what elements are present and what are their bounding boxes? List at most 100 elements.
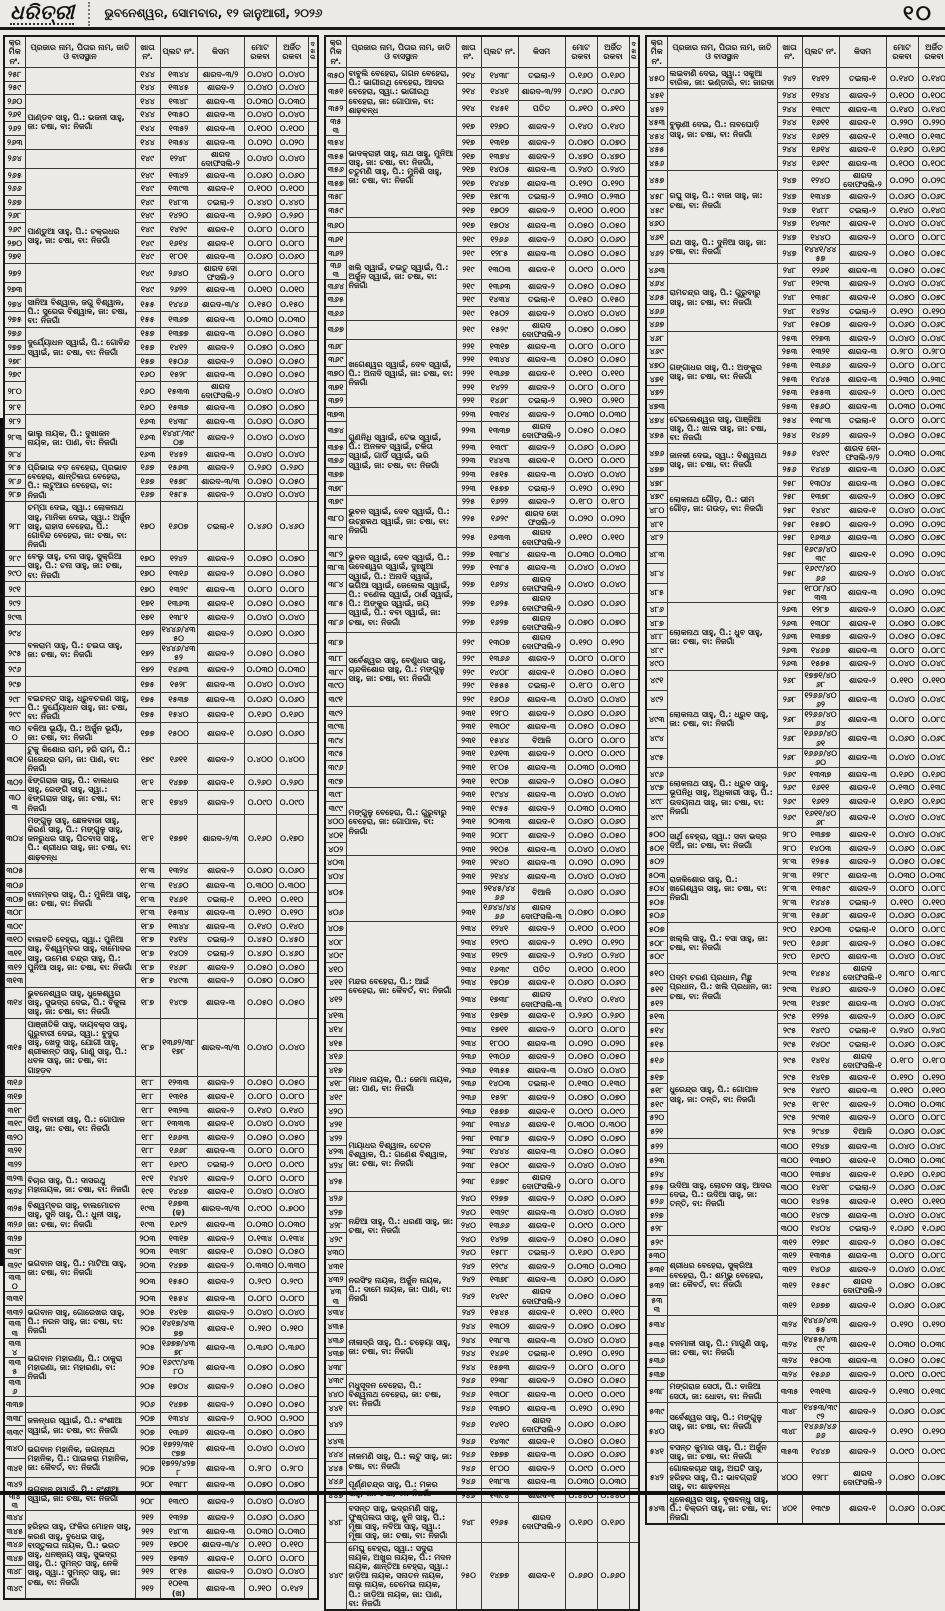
- record-row: ୫୧୪ ୨୯୫ ୧୪୯୦ ତଇଲା-୧ ୦.୨୪୦ ୦.୨୪୦: [645, 1023, 945, 1038]
- serial-no-cell: ୪୧୮: [324, 1076, 347, 1092]
- plot-no-cell: ୧୫୫୪: [159, 1291, 198, 1306]
- khata-no-cell: ୧୭୫: [134, 691, 161, 708]
- acquired-area-cell: ୦.୦୮୦: [917, 230, 945, 245]
- possession-cell: [628, 527, 640, 548]
- record-row: ୪୦୩ ୨୩୧ ୨୧୪୦ ଶାରଦ-୩ ୦.୦୨୦ ୦.୦୨୦: [324, 855, 640, 923]
- plot-no-cell: ୧୨୯୩: [801, 276, 840, 292]
- khata-no-cell: ୨୧୭: [455, 189, 482, 205]
- serial-no-cell: ୪୮୦: [645, 503, 668, 518]
- serial-no-cell: ୪୬୫: [645, 290, 668, 305]
- plot-no-cell: ୨୬୨୨: [159, 282, 198, 298]
- khata-no-cell: ୧୫୫: [134, 311, 161, 328]
- tenant-name-cell: ମେଘୁ ବେହ୍ରା, ସ୍ୱା.: ସଦୁରା ନାୟକ, ଅଖୁର ନାୟ…: [345, 1541, 457, 1611]
- acquired-area-cell: ୦.୦୪୦: [596, 1204, 630, 1220]
- possession-cell: [628, 135, 640, 150]
- serial-no-cell: ୩୩୯: [3, 1425, 26, 1440]
- acquired-area-cell: ୦.୧୧୦: [596, 1305, 630, 1321]
- acquired-area-cell: ୦.୦୬୦: [596, 593, 630, 614]
- total-area-cell: ୦.୦୭୦: [564, 1319, 598, 1334]
- acquired-area-cell: ୦.୦୮୦: [275, 1089, 309, 1104]
- kisam-cell: ଶାରଦ-୧: [196, 1551, 245, 1566]
- serial-no-cell: ୪୬୬: [645, 303, 668, 319]
- kisam-cell: ଶାରଦ-୨: [838, 317, 887, 333]
- plot-no-cell: ୧୨୪୪: [801, 88, 840, 103]
- serial-no-cell: ୫୧୪: [645, 1023, 668, 1038]
- tenant-name-cell: [345, 1414, 457, 1449]
- possession-cell: [628, 692, 640, 707]
- khata-no-cell: ୧୪୪: [134, 67, 161, 82]
- kisam-cell: ଶାରଦ-୧: [517, 665, 566, 680]
- khata-no-cell: ୨୦୩: [134, 1271, 161, 1293]
- record-row: ୩୯୨ ୨୩୧ ୧୨୮୦ ଶାରଦ-୨ ୦.୦୬୦ ୦.୦୬୦: [324, 705, 640, 789]
- record-row: ୨୭୫ ୧୫୫ ୧୩୬୭ ଶାରଦ-୩ ୦.୦୩୦ ୦.୦୩୦: [3, 311, 319, 328]
- serial-no-cell: ୪୪୩: [324, 1433, 347, 1449]
- total-area-cell: ୦.୦୫୦: [885, 427, 919, 445]
- possession-cell: [628, 440, 640, 455]
- total-area-cell: ୦.୦୬୦: [564, 1447, 598, 1463]
- plot-no-cell: ୧୭୭୧: [159, 813, 198, 864]
- serial-no-cell: ୨୭୮: [3, 353, 26, 369]
- serial-no-cell: ୩୮୪: [324, 574, 347, 595]
- total-area-cell: ୦.୦୪୦: [564, 574, 598, 595]
- khata-no-cell: ୧୬୭: [134, 487, 161, 503]
- kisam-cell: ଶାରଦ-୧: [838, 1153, 887, 1169]
- record-row: ୩୭୬ ୨୨୩ ୧୪୪୩ ଶାରଦ-୧ ୦.୦୯୦ ୦.୦୯୦: [324, 453, 640, 469]
- left-edge-fold-mark: [0, 418, 3, 1266]
- possession-cell: [628, 453, 640, 469]
- total-area-cell: ୦.୧୪୦: [564, 115, 598, 137]
- possession-cell: [307, 1157, 319, 1172]
- kisam-cell: ଶାରଦ-୨: [517, 705, 566, 721]
- tenant-name-cell: ପାଞ୍ଜୀତିକି ସାହୁ, ଦାୟବକ୍ସ ସାହୁ, ଗୁରୁବାରୀ …: [24, 1017, 136, 1077]
- plot-no-cell: ୧୪୧୭: [159, 1304, 198, 1320]
- serial-no-cell: ୪୭୮: [645, 476, 668, 491]
- khata-no-cell: ୨୩୮: [455, 1144, 482, 1160]
- record-row: ୪୬୫ ୨୪୮ ୧୩୫୮ ଶାରଦ-୧ ୦.୦୭୦ ୦.୦୭୦: [645, 290, 945, 305]
- acquired-area-cell: ୦.୦୮୦: [596, 651, 630, 667]
- khata-no-cell: ୧୬୦: [134, 380, 161, 402]
- kisam-cell: ଶାରଦ-୧: [517, 814, 566, 830]
- possession-cell: [307, 1184, 319, 1200]
- total-area-cell: ୦.୦୬୦: [564, 882, 598, 904]
- serial-no-cell: ୫୦୦: [645, 827, 668, 842]
- serial-no-cell: ୩୬୫: [324, 292, 347, 308]
- tenant-name-cell: ମଙ୍ଗରାଜ ସେଠୀ, ପି.: ବାଜିଆ ସେଠୀ, ଜା: ଧୋବା,…: [666, 1380, 778, 1403]
- plot-no-cell: ୧୪୩୮: [159, 413, 198, 429]
- khata-no-cell: ୨୬୯: [776, 794, 803, 809]
- possession-cell: [628, 665, 640, 680]
- acquired-area-cell: ୦.୨୯୦: [275, 1271, 309, 1293]
- total-area-cell: ୦.୦୪୦: [564, 467, 598, 482]
- serial-no-cell: ୨୯୧: [3, 580, 26, 598]
- khata-no-cell: ୨୬୮: [776, 689, 803, 710]
- serial-no-cell: ୨୯୬: [3, 662, 26, 677]
- record-row: ୪୧୫ ୨୩୪ ୧୮୦୦ ଶାରଦ-୩ ୦.୦୨୦ ୦.୦୨୦: [324, 1035, 640, 1051]
- record-row: ୫୨୩ ଉଦିଆ ସାହୁ, ଲୋଚନ ସାହୁ, ଆଦର ଦେଇ, ପି.: ଉ…: [645, 1153, 945, 1236]
- plot-no-cell: ୧୪୪୧: [159, 1170, 198, 1186]
- record-row: ୩୦୪ ମଙ୍ଗୁଳୁ ସାହୁ, ଛେଳବାଜା ସାହୁ, କିରଣ ସାହୁ…: [3, 813, 319, 864]
- plot-no-cell: ୧୫୦୬: [159, 353, 198, 369]
- record-row: ୨୮୦ ୧୬୦ ୧୫୩୩ ଶାରଦ ଦୋଫସଲି-୨ ୦.୦୪୦ ୦.୦୪୦: [3, 380, 319, 402]
- serial-no-cell: ୩୬୦: [324, 216, 347, 234]
- acquired-area-cell: ୦.୦୪୦: [275, 148, 309, 169]
- kisam-cell: ଶାରଦ-୩: [517, 841, 566, 857]
- kisam-cell: ଶାରଦ-୨: [838, 243, 887, 265]
- record-row: ୨୯୧ ୧୭୦ ୧୩୨୯ ଶାରଦ-୩ ୦.୦୮୦ ୦.୦୮୦: [3, 580, 319, 598]
- serial-no-cell: ୫୦୭: [645, 922, 668, 937]
- total-area-cell: ୦.୧୦୦: [564, 203, 598, 218]
- acquired-area-cell: ୦.୧୬୦: [917, 794, 945, 809]
- acquired-area-cell: ୦.୦୮୦: [596, 379, 630, 395]
- serial-no-cell: ୩୯୨: [324, 705, 347, 721]
- total-area-cell: ୦.୦୩୦: [885, 1153, 919, 1169]
- tenant-name-cell: ବାଲବତି ବେହ୍ରା, ସ୍ୱା.: ପୁନିଆ ସାହୁ, ବିଶ୍ୱମ…: [24, 919, 136, 989]
- acquired-area-cell: ୦.୦୬୦: [596, 1414, 630, 1435]
- serial-no-cell: ୩୯୫: [324, 746, 347, 762]
- kisam-cell: ଶାରଦ-୩: [838, 1083, 887, 1099]
- record-row: ୫୧୮ ୨୯୫ ୧୪୯୦ ଶାରଦ-୩ ୦.୧୧୦ ୦.୧୧୦: [645, 1083, 945, 1099]
- serial-no-cell: ୪୯୮: [645, 794, 668, 809]
- khata-no-cell: ୨୪୪: [455, 1360, 482, 1375]
- kisam-cell: ଶାରଦ-୩: [517, 1035, 566, 1051]
- plot-no-cell: ୧୪୦୩: [480, 1076, 519, 1092]
- serial-no-cell: ୩୩୬: [3, 1376, 26, 1397]
- possession-cell: [307, 1130, 319, 1145]
- plot-no-cell: ୧୬୨୭: [480, 612, 519, 634]
